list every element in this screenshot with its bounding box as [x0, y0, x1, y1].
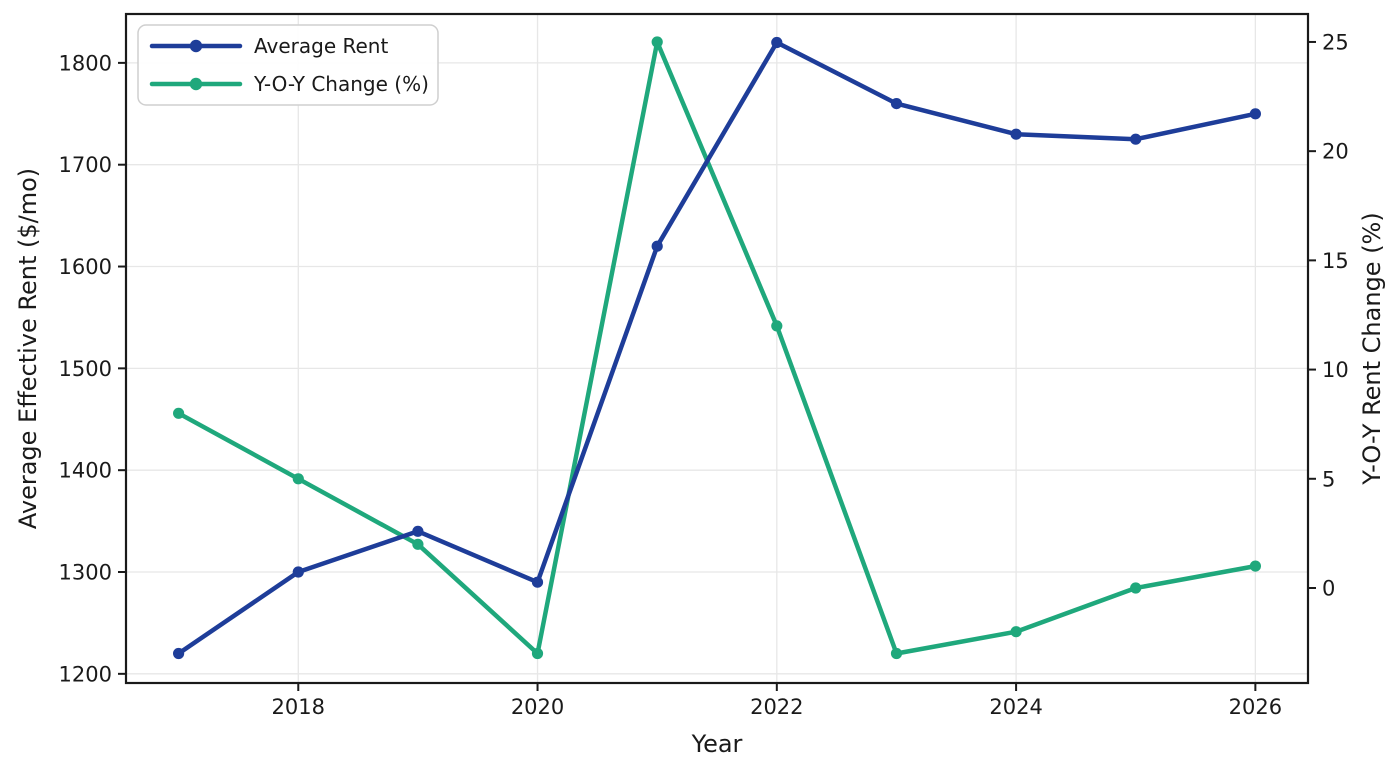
series-average-rent — [173, 36, 1261, 660]
right-axis-tick-label: 15 — [1322, 249, 1349, 273]
data-point-y-o-y-change — [531, 647, 544, 660]
legend: Average Rent Y-O-Y Change (%) — [137, 24, 439, 106]
legend-marker — [189, 39, 203, 53]
x-axis-tick-label: 2024 — [989, 695, 1042, 719]
x-axis-tick-label: 2026 — [1229, 695, 1282, 719]
left-axis-tick-label: 1700 — [59, 153, 112, 177]
data-point-average-rent — [771, 36, 783, 49]
axis-ticks: 1200 1300 1400 1500 1600 1700 1800 0 5 10 15 20 25 20… — [59, 30, 1349, 719]
left-axis-tick-label: 1300 — [59, 561, 112, 585]
data-point-y-o-y-change — [651, 36, 663, 48]
legend-label: Y-O-Y Change (%) — [253, 72, 429, 96]
data-point-y-o-y-change — [890, 647, 903, 660]
data-point-y-o-y-change — [771, 320, 783, 332]
data-point-y-o-y-change — [1130, 582, 1142, 594]
right-axis-tick-label: 0 — [1322, 576, 1335, 600]
left-y-axis-label: Average Effective Rent ($/mo) — [14, 168, 42, 529]
series-y-o-y-change — [173, 36, 1261, 660]
legend-entry-average-rent: Average Rent — [149, 34, 388, 58]
data-point-y-o-y-change — [1249, 560, 1261, 572]
left-axis-tick-label: 1600 — [59, 255, 112, 279]
x-axis-tick-label: 2022 — [750, 695, 803, 719]
legend-entry-y-o-y-change: Y-O-Y Change (%) — [149, 72, 429, 96]
legend-marker — [189, 77, 203, 91]
left-axis-tick-label: 1400 — [59, 459, 112, 483]
data-point-y-o-y-change — [292, 473, 304, 485]
data-point-average-rent — [412, 525, 424, 537]
series-line-y-o-y-change — [176, 39, 1258, 656]
left-axis-tick-label: 1800 — [59, 51, 112, 75]
right-axis-tick-label: 25 — [1322, 30, 1349, 54]
data-point-average-rent — [173, 647, 185, 660]
data-point-average-rent — [651, 240, 663, 252]
x-axis-tick-label: 2020 — [511, 695, 564, 719]
plot-border — [124, 12, 1310, 685]
series-line-average-rent — [176, 40, 1258, 656]
legend-label: Average Rent — [254, 34, 388, 58]
data-point-y-o-y-change — [1010, 626, 1022, 638]
right-y-axis-label: Y-O-Y Rent Change (%) — [1358, 212, 1386, 485]
x-axis-tick-label: 2018 — [272, 695, 325, 719]
x-axis-label: Year — [691, 730, 743, 758]
data-point-average-rent — [292, 566, 304, 578]
data-point-y-o-y-change — [173, 407, 185, 419]
right-axis-tick-label: 20 — [1322, 140, 1349, 164]
data-point-average-rent — [1130, 133, 1142, 145]
data-point-average-rent — [890, 98, 903, 110]
data-point-average-rent — [1249, 108, 1261, 120]
left-axis-tick-label: 1500 — [59, 357, 112, 381]
data-point-average-rent — [1010, 128, 1022, 140]
left-axis-tick-label: 1200 — [59, 662, 112, 686]
data-point-y-o-y-change — [412, 538, 424, 550]
right-axis-tick-label: 10 — [1322, 358, 1349, 382]
data-point-average-rent — [531, 576, 544, 588]
right-axis-tick-label: 5 — [1322, 467, 1335, 491]
